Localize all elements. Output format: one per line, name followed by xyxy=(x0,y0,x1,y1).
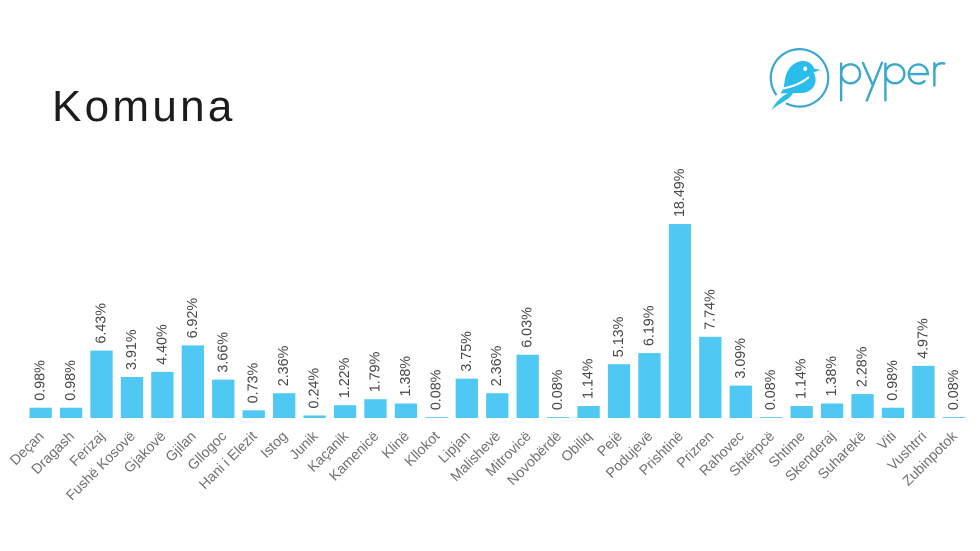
svg-text:1.14%: 1.14% xyxy=(794,358,810,399)
svg-text:0.98%: 0.98% xyxy=(33,360,49,401)
svg-text:0.08%: 0.08% xyxy=(946,369,962,410)
svg-text:4.97%: 4.97% xyxy=(915,318,931,359)
svg-text:0.08%: 0.08% xyxy=(763,369,779,410)
svg-text:0.98%: 0.98% xyxy=(63,360,79,401)
svg-text:2.36%: 2.36% xyxy=(276,345,292,386)
svg-text:0.98%: 0.98% xyxy=(885,360,901,401)
svg-text:5.13%: 5.13% xyxy=(611,316,627,357)
svg-text:3.91%: 3.91% xyxy=(124,329,140,370)
svg-text:18.49%: 18.49% xyxy=(672,168,688,217)
svg-text:1.14%: 1.14% xyxy=(581,358,597,399)
svg-text:1.38%: 1.38% xyxy=(824,356,840,397)
svg-text:1.38%: 1.38% xyxy=(398,356,414,397)
svg-text:1.22%: 1.22% xyxy=(337,357,353,398)
svg-text:3.66%: 3.66% xyxy=(215,332,231,373)
svg-text:4.40%: 4.40% xyxy=(154,324,170,365)
svg-text:6.03%: 6.03% xyxy=(520,307,536,348)
svg-text:6.43%: 6.43% xyxy=(94,303,110,344)
svg-text:Komuna: Komuna xyxy=(52,82,236,131)
svg-text:7.74%: 7.74% xyxy=(702,289,718,330)
svg-text:3.09%: 3.09% xyxy=(733,338,749,379)
svg-text:0.08%: 0.08% xyxy=(428,369,444,410)
svg-text:0.08%: 0.08% xyxy=(550,369,566,410)
svg-text:0.73%: 0.73% xyxy=(246,363,262,404)
svg-text:1.79%: 1.79% xyxy=(367,351,383,392)
svg-text:2.36%: 2.36% xyxy=(489,345,505,386)
svg-text:3.75%: 3.75% xyxy=(459,331,475,372)
svg-text:6.19%: 6.19% xyxy=(641,305,657,346)
svg-text:2.28%: 2.28% xyxy=(855,346,871,387)
svg-text:0.24%: 0.24% xyxy=(307,368,323,409)
svg-text:6.92%: 6.92% xyxy=(185,298,201,339)
